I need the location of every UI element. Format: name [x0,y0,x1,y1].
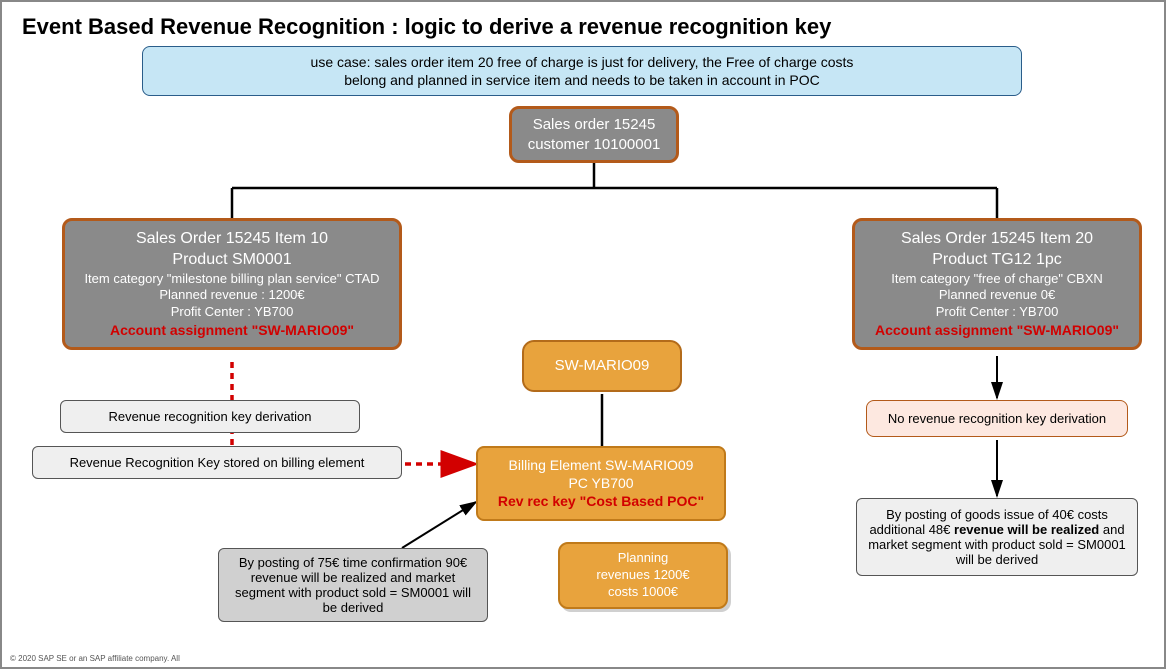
item10-l4: Planned revenue : 1200€ [75,287,389,304]
usecase-line1: use case: sales order item 20 free of ch… [311,54,854,70]
billing-l2: PC YB700 [486,474,716,492]
posting40-b: revenue will be realized [954,522,1099,537]
so-line2: customer 10100001 [518,135,670,155]
item10-l1: Sales Order 15245 Item 10 [75,229,389,250]
item10-l3: Item category "milestone billing plan se… [75,271,389,288]
item20-l5: Profit Center : YB700 [865,304,1129,321]
item10-acct: Account assignment "SW-MARIO09" [75,321,389,339]
sales-order-node: Sales order 15245 customer 10100001 [509,106,679,163]
derivation-box-2: Revenue Recognition Key stored on billin… [32,446,402,479]
planning-l1: Planning [566,550,720,567]
planning-node: Planning revenues 1200€ costs 1000€ [558,542,728,609]
sw-mario-node: SW-MARIO09 [522,340,682,392]
item20-l2: Product TG12 1pc [865,250,1129,271]
posting-40-box: By posting of goods issue of 40€ costs a… [856,498,1138,576]
item20-l4: Planned revenue 0€ [865,287,1129,304]
billing-element-node: Billing Element SW-MARIO09 PC YB700 Rev … [476,446,726,521]
so-line1: Sales order 15245 [518,115,670,135]
item20-l3: Item category "free of charge" CBXN [865,271,1129,288]
billing-rev: Rev rec key "Cost Based POC" [486,492,716,510]
derivation-box-1: Revenue recognition key derivation [60,400,360,433]
billing-l1: Billing Element SW-MARIO09 [486,456,716,474]
item10-l2: Product SM0001 [75,250,389,271]
item10-node: Sales Order 15245 Item 10 Product SM0001… [62,218,402,350]
copyright-text: © 2020 SAP SE or an SAP affiliate compan… [10,654,180,663]
no-derivation-box: No revenue recognition key derivation [866,400,1128,437]
planning-l3: costs 1000€ [566,584,720,601]
posting-75-box: By posting of 75€ time confirmation 90€ … [218,548,488,622]
usecase-line2: belong and planned in service item and n… [344,72,820,88]
item20-acct: Account assignment "SW-MARIO09" [865,321,1129,339]
usecase-box: use case: sales order item 20 free of ch… [142,46,1022,96]
page-title: Event Based Revenue Recognition : logic … [22,14,831,40]
item20-node: Sales Order 15245 Item 20 Product TG12 1… [852,218,1142,350]
item10-l5: Profit Center : YB700 [75,304,389,321]
item20-l1: Sales Order 15245 Item 20 [865,229,1129,250]
planning-l2: revenues 1200€ [566,567,720,584]
